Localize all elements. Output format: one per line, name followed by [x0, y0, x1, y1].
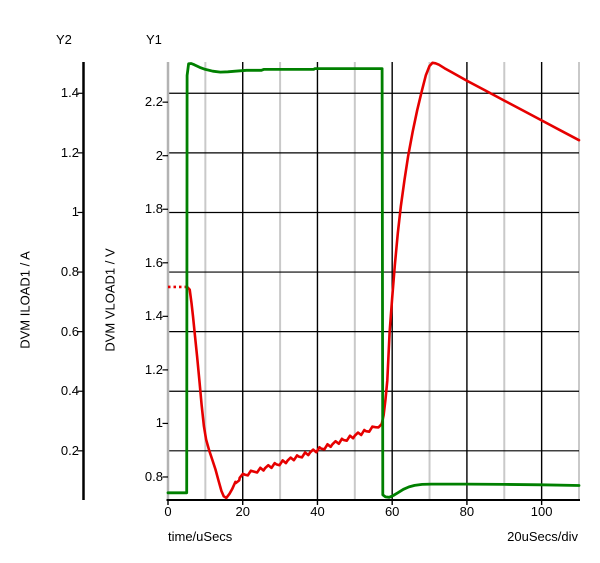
y2-tick-label: 0.2 — [60, 442, 79, 458]
y1-tick-label: 0.8 — [144, 468, 163, 484]
y2-tick-label: 1.2 — [60, 144, 79, 160]
y2-axis-name-label: Y2 — [56, 32, 72, 47]
y1-tick-label: 1 — [155, 415, 163, 431]
x-tick-label: 80 — [459, 504, 475, 519]
iload-trace — [166, 62, 581, 499]
y1-tick-label: 1.6 — [144, 254, 163, 270]
y1-tick-label: 1.4 — [144, 308, 163, 324]
y2-tick-label: 1.4 — [60, 85, 79, 101]
y1-tick-label: 2 — [155, 147, 163, 163]
y2-tick-label: 1 — [71, 204, 79, 220]
y1-tick-label: 2.2 — [144, 94, 163, 110]
x-tick-label: 20 — [235, 504, 250, 519]
y1-axis-name-label: Y1 — [146, 32, 162, 47]
x-tick-label: 60 — [384, 504, 400, 519]
y1-tick-label: 1.8 — [144, 201, 163, 217]
x-tick-label: 40 — [310, 504, 325, 519]
x-axis-title: time/uSecs — [168, 529, 233, 544]
y2-tick-label: 0.8 — [60, 264, 79, 280]
vload-trace — [185, 61, 581, 500]
y2-tick-label: 0.6 — [60, 323, 79, 339]
x-tick-label: 0 — [164, 504, 172, 519]
x-axis-scale-label: 20uSecs/div — [507, 529, 578, 544]
y1-tick-label: 1.2 — [144, 361, 163, 377]
y2-tick-label: 0.4 — [60, 383, 79, 399]
x-tick-label: 100 — [530, 504, 553, 519]
